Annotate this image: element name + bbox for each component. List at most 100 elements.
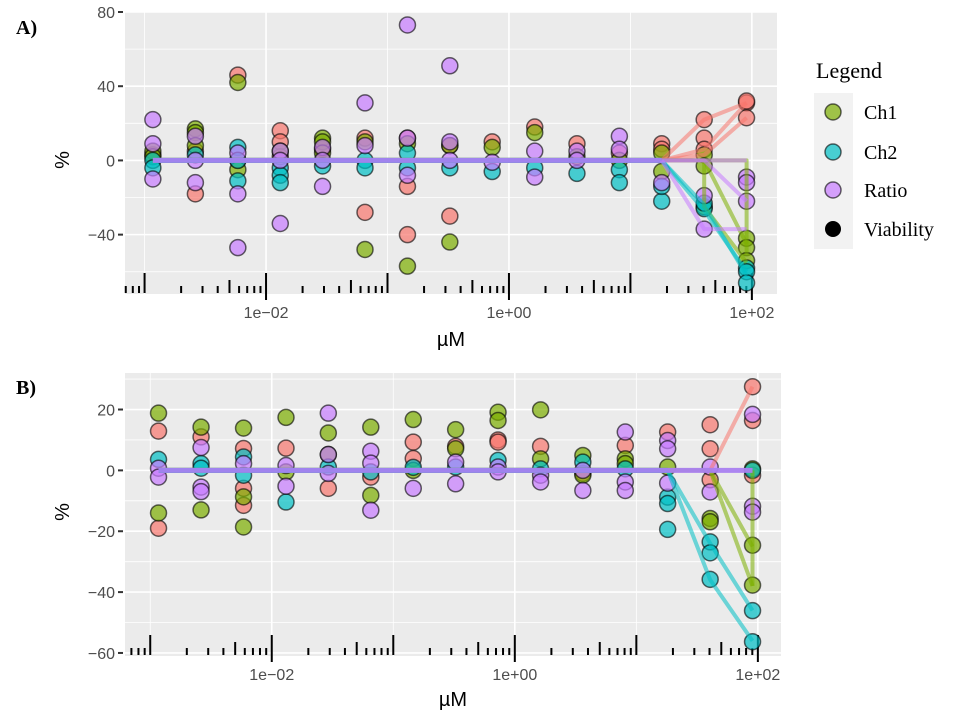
- data-point-viability: [398, 129, 417, 147]
- data-point-ch2: [701, 513, 719, 531]
- data-point-viability: [658, 440, 677, 458]
- data-point-ch1: [404, 433, 423, 451]
- legend-item-viability: Viability: [825, 219, 934, 241]
- data-point-viability: [186, 173, 205, 192]
- data-point-viability: [319, 464, 338, 483]
- data-point-viability: [356, 136, 374, 155]
- data-point-ratio: [277, 493, 295, 511]
- data-point-viability: [652, 173, 671, 192]
- data-point-ch1: [398, 225, 417, 244]
- y-tick-label: −40: [88, 228, 115, 245]
- legend-label-viability: Viability: [864, 219, 934, 241]
- panel-label-b: B): [16, 377, 36, 399]
- data-point-ch2: [192, 501, 210, 519]
- data-point-ch1: [489, 433, 507, 451]
- legend-key-ch2: [824, 143, 842, 161]
- x-tick-label: 1e+00: [492, 667, 537, 684]
- fit-line-ratio: [665, 469, 755, 612]
- data-point-viability: [192, 438, 210, 457]
- data-point-viability: [319, 445, 338, 464]
- x-tick-label: 1e+02: [735, 667, 780, 684]
- data-point-viability: [446, 453, 465, 471]
- data-point-viability: [616, 423, 635, 441]
- data-point-viability: [229, 185, 247, 203]
- data-point-ratio: [658, 520, 677, 539]
- data-point-viability: [441, 133, 459, 151]
- data-point-viability: [398, 166, 417, 185]
- data-point-ch2: [192, 418, 210, 436]
- panel-b: −60 −40 −20 0 20 1e−02 1e+00 1e+02 µM%: [52, 373, 781, 711]
- data-point-ch1: [743, 377, 762, 396]
- legend-item-ch2: Ch2: [824, 142, 897, 164]
- data-point-ratio: [271, 173, 290, 192]
- data-point-viability: [144, 110, 162, 129]
- x-axis-title: µM: [439, 689, 467, 711]
- data-point-ratio: [658, 494, 677, 513]
- data-point-ch2: [531, 401, 550, 419]
- data-point-ch2: [234, 518, 253, 536]
- y-tick-label: 80: [97, 5, 115, 22]
- data-point-ch1: [701, 415, 719, 434]
- data-point-ratio: [652, 192, 671, 210]
- fit-line-viability: [659, 159, 747, 232]
- x-tick-label: 1e+00: [486, 305, 531, 322]
- data-point-ratio: [404, 458, 423, 477]
- panel-background: [125, 373, 781, 656]
- legend-item-ch1: Ch1: [824, 102, 897, 124]
- data-point-ch2: [149, 504, 168, 522]
- x-axis-title: µM: [437, 329, 465, 351]
- data-point-ch1: [149, 519, 168, 537]
- data-point-ch1: [441, 207, 459, 225]
- data-point-ch2: [525, 123, 544, 142]
- data-point-ch2: [404, 410, 423, 429]
- data-point-ratio: [610, 173, 629, 192]
- data-point-ch2: [234, 419, 253, 437]
- legend-label-ch2: Ch2: [864, 142, 897, 164]
- x-tick-label: 1e−02: [244, 305, 289, 322]
- panel-label-a: A): [16, 17, 37, 39]
- fit-line-ch2: [708, 469, 755, 587]
- y-tick-label: 20: [97, 403, 115, 420]
- legend-label-ch1: Ch1: [864, 102, 897, 124]
- legend: Legend Ch1 Ch2 Ratio Viability: [814, 58, 934, 249]
- data-point-viability: [616, 481, 635, 500]
- data-point-viability: [319, 404, 338, 422]
- data-point-viability: [186, 127, 205, 146]
- data-point-ch1: [149, 422, 168, 440]
- data-point-viability: [525, 168, 544, 186]
- data-point-ch2: [446, 420, 465, 439]
- x-tick-label: 1e+02: [729, 305, 774, 322]
- y-axis-title: %: [52, 151, 74, 169]
- data-point-viability: [531, 473, 550, 491]
- data-point-ch2: [149, 404, 168, 422]
- data-point-ch2: [234, 488, 253, 506]
- fit-line-ratio: [665, 469, 755, 642]
- legend-item-ratio: Ratio: [824, 180, 907, 202]
- data-point-ch1: [319, 479, 338, 498]
- data-point-viability: [743, 405, 762, 424]
- data-point-ch2: [362, 486, 380, 505]
- data-point-viability: [271, 214, 290, 233]
- y-tick-label: 0: [106, 153, 115, 170]
- data-point-viability: [229, 238, 247, 257]
- data-point-ch2: [356, 240, 374, 259]
- x-tick-label: 1e−02: [249, 667, 294, 684]
- data-point-ch1: [356, 203, 374, 222]
- y-tick-label: −60: [88, 646, 115, 663]
- data-point-viability: [192, 482, 210, 501]
- legend-key-ratio: [824, 181, 842, 199]
- y-axis-title: %: [52, 503, 74, 521]
- data-point-viability: [574, 481, 592, 500]
- data-point-ch1: [277, 439, 295, 457]
- fit-line-ch1: [660, 101, 748, 162]
- data-point-viability: [277, 477, 295, 495]
- data-point-viability: [446, 475, 465, 493]
- y-tick-label: 0: [106, 463, 115, 480]
- data-point-ch2: [483, 138, 501, 157]
- y-tick-label: −40: [88, 585, 115, 602]
- legend-label-ratio: Ratio: [864, 180, 907, 202]
- data-point-viability: [362, 501, 380, 519]
- data-point-viability: [525, 142, 544, 160]
- data-point-ratio: [737, 274, 756, 292]
- data-point-viability: [144, 134, 162, 153]
